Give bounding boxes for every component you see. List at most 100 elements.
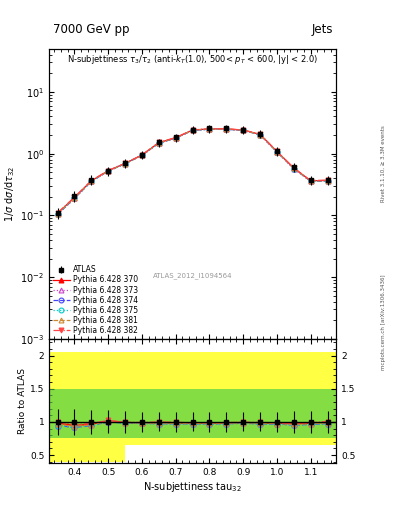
Pythia 6.428 373 [72,196,77,202]
Pythia 6.428 375 [309,178,313,184]
Pythia 6.428 381 [156,140,161,146]
Legend: ATLAS, Pythia 6.428 370, Pythia 6.428 373, Pythia 6.428 374, Pythia 6.428 375, P: ATLAS, Pythia 6.428 370, Pythia 6.428 37… [51,264,140,337]
Pythia 6.428 373 [224,126,229,132]
Line: Pythia 6.428 375: Pythia 6.428 375 [55,127,330,217]
Line: Pythia 6.428 370: Pythia 6.428 370 [55,126,330,216]
Pythia 6.428 370 [173,135,178,141]
Pythia 6.428 375 [190,127,195,134]
Pythia 6.428 375 [123,161,127,167]
Pythia 6.428 375 [156,140,161,146]
Pythia 6.428 370 [106,167,110,174]
Pythia 6.428 370 [72,195,77,201]
Pythia 6.428 382 [55,210,60,216]
Pythia 6.428 374 [325,178,330,184]
Text: mcplots.cern.ch [arXiv:1306.3436]: mcplots.cern.ch [arXiv:1306.3436] [381,275,386,370]
Pythia 6.428 382 [140,152,144,158]
Pythia 6.428 370 [325,177,330,183]
Pythia 6.428 373 [190,127,195,134]
Pythia 6.428 370 [55,210,60,217]
Pythia 6.428 382 [190,127,195,133]
Pythia 6.428 375 [140,152,144,158]
Pythia 6.428 373 [241,127,246,134]
Pythia 6.428 374 [207,126,212,132]
Pythia 6.428 374 [156,140,161,146]
Pythia 6.428 381 [275,148,279,155]
Pythia 6.428 373 [123,161,127,167]
Line: Pythia 6.428 382: Pythia 6.428 382 [55,126,330,215]
Pythia 6.428 375 [207,126,212,132]
Pythia 6.428 382 [224,126,229,132]
Pythia 6.428 374 [292,165,296,172]
Pythia 6.428 375 [106,168,110,174]
Pythia 6.428 375 [241,127,246,134]
Pythia 6.428 381 [89,178,94,184]
Pythia 6.428 373 [292,165,296,172]
Pythia 6.428 373 [156,140,161,146]
Pythia 6.428 375 [325,178,330,184]
Pythia 6.428 373 [275,149,279,155]
Pythia 6.428 374 [123,161,127,167]
Pythia 6.428 370 [89,178,94,184]
Pythia 6.428 374 [258,132,263,138]
Y-axis label: Ratio to ATLAS: Ratio to ATLAS [18,368,27,434]
Pythia 6.428 370 [140,152,144,158]
Pythia 6.428 370 [190,127,195,133]
Pythia 6.428 373 [140,152,144,158]
Pythia 6.428 381 [140,152,144,158]
Pythia 6.428 373 [106,168,110,174]
Pythia 6.428 382 [207,126,212,132]
Pythia 6.428 374 [224,126,229,132]
Pythia 6.428 370 [241,127,246,133]
Text: N-subjettiness $\tau_3/\tau_2$ (anti-$k_T$(1.0), 500< $p_T$ < 600, |y| < 2.0): N-subjettiness $\tau_3/\tau_2$ (anti-$k_… [67,53,318,66]
Pythia 6.428 375 [89,178,94,184]
Pythia 6.428 375 [72,196,77,202]
Pythia 6.428 370 [292,165,296,171]
Pythia 6.428 375 [258,132,263,138]
Pythia 6.428 381 [309,178,313,184]
Pythia 6.428 381 [55,211,60,217]
Text: ATLAS_2012_I1094564: ATLAS_2012_I1094564 [153,272,232,279]
Text: 7000 GeV pp: 7000 GeV pp [53,23,130,36]
Pythia 6.428 381 [72,195,77,201]
Pythia 6.428 373 [55,211,60,218]
Pythia 6.428 374 [309,178,313,184]
Pythia 6.428 382 [173,135,178,141]
Pythia 6.428 370 [258,131,263,137]
Text: Rivet 3.1.10, ≥ 3.3M events: Rivet 3.1.10, ≥ 3.3M events [381,125,386,202]
Pythia 6.428 382 [292,165,296,171]
Pythia 6.428 382 [325,177,330,183]
Pythia 6.428 382 [241,127,246,133]
Pythia 6.428 375 [173,135,178,141]
Pythia 6.428 381 [258,132,263,138]
Pythia 6.428 382 [156,139,161,145]
Pythia 6.428 381 [241,127,246,133]
Pythia 6.428 374 [140,152,144,158]
Pythia 6.428 374 [173,135,178,141]
Pythia 6.428 370 [309,178,313,184]
Pythia 6.428 375 [275,149,279,155]
Pythia 6.428 381 [224,126,229,132]
Pythia 6.428 374 [275,149,279,155]
Pythia 6.428 373 [325,178,330,184]
Pythia 6.428 382 [123,160,127,166]
Pythia 6.428 382 [89,178,94,184]
Pythia 6.428 382 [258,131,263,137]
Pythia 6.428 381 [106,168,110,174]
Pythia 6.428 381 [173,135,178,141]
Pythia 6.428 370 [207,126,212,132]
Pythia 6.428 375 [224,126,229,132]
Pythia 6.428 381 [292,165,296,172]
X-axis label: N-subjettiness tau$_{32}$: N-subjettiness tau$_{32}$ [143,480,242,494]
Pythia 6.428 373 [173,135,178,141]
Pythia 6.428 374 [55,211,60,218]
Pythia 6.428 375 [292,165,296,172]
Pythia 6.428 375 [55,211,60,218]
Pythia 6.428 373 [207,126,212,132]
Pythia 6.428 370 [275,148,279,155]
Pythia 6.428 370 [156,140,161,146]
Line: Pythia 6.428 381: Pythia 6.428 381 [55,126,330,216]
Pythia 6.428 374 [106,168,110,174]
Text: Jets: Jets [312,23,333,36]
Pythia 6.428 382 [309,178,313,184]
Pythia 6.428 382 [275,148,279,155]
